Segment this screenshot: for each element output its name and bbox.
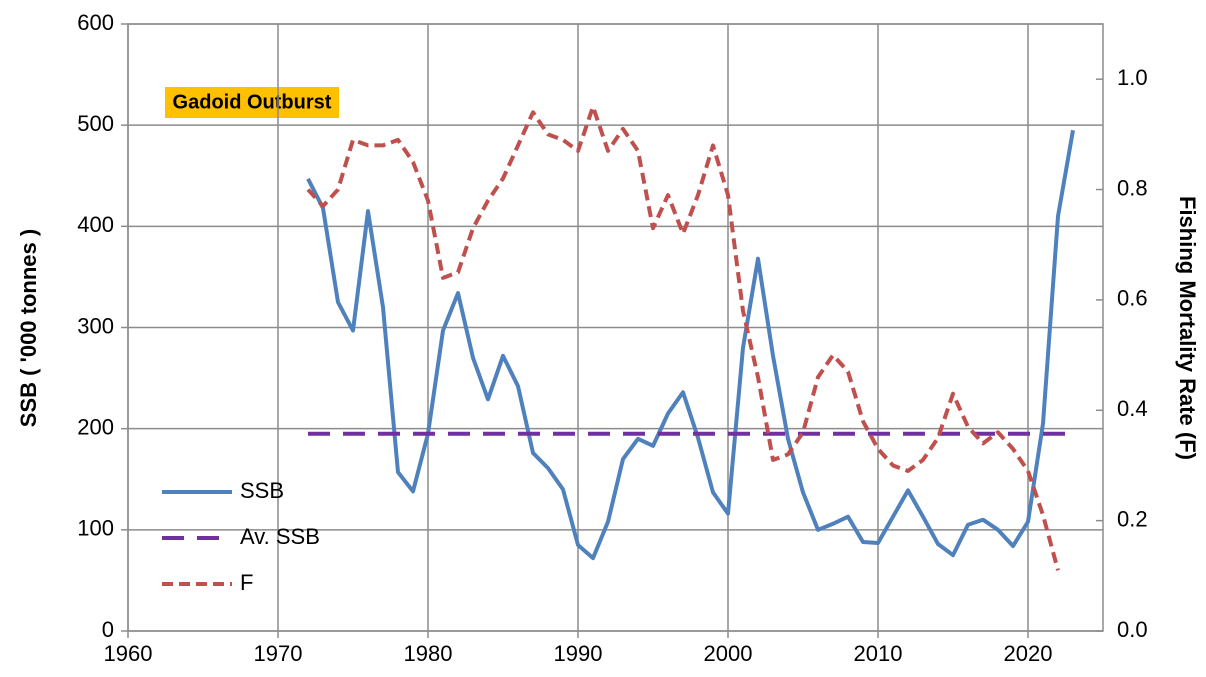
y-tick-label: 0 — [102, 617, 114, 642]
annotation-box — [165, 87, 339, 118]
y-tick-label: 400 — [77, 212, 114, 237]
x-tick-label: 2010 — [854, 641, 903, 666]
x-tick-label: 1960 — [104, 641, 153, 666]
y-tick-label: 100 — [77, 516, 114, 541]
x-tick-label: 2020 — [1004, 641, 1053, 666]
legend-label: F — [240, 570, 253, 595]
y2-tick-label: 0.2 — [1117, 506, 1148, 531]
y2-tick-label: 0.6 — [1117, 286, 1148, 311]
y2-tick-label: 0.0 — [1117, 617, 1148, 642]
series-line — [306, 104, 1060, 571]
x-tick-label: 1990 — [554, 641, 603, 666]
legend-label: SSB — [240, 478, 284, 503]
legend-label: Av. SSB — [240, 524, 320, 549]
x-tick-label: 1970 — [254, 641, 303, 666]
y-tick-label: 500 — [77, 111, 114, 136]
series-line — [306, 129, 1075, 561]
x-tick-label: 1980 — [404, 641, 453, 666]
annotation: Gadoid Outburst — [173, 91, 332, 113]
y-tick-label: 600 — [77, 10, 114, 35]
y2-tick-label: 0.4 — [1117, 396, 1148, 421]
x-tick-label: 2000 — [704, 641, 753, 666]
y-axis-title: SSB ( '000 tonnes ) — [16, 229, 41, 427]
y-tick-label: 300 — [77, 313, 114, 338]
y2-tick-label: 0.8 — [1117, 175, 1148, 200]
y-tick-label: 200 — [77, 414, 114, 439]
y2-tick-label: 1.0 — [1117, 65, 1148, 90]
plot-frame — [127, 23, 1104, 632]
y2-axis-title: Fishing Mortality Rate (F) — [1175, 196, 1200, 460]
